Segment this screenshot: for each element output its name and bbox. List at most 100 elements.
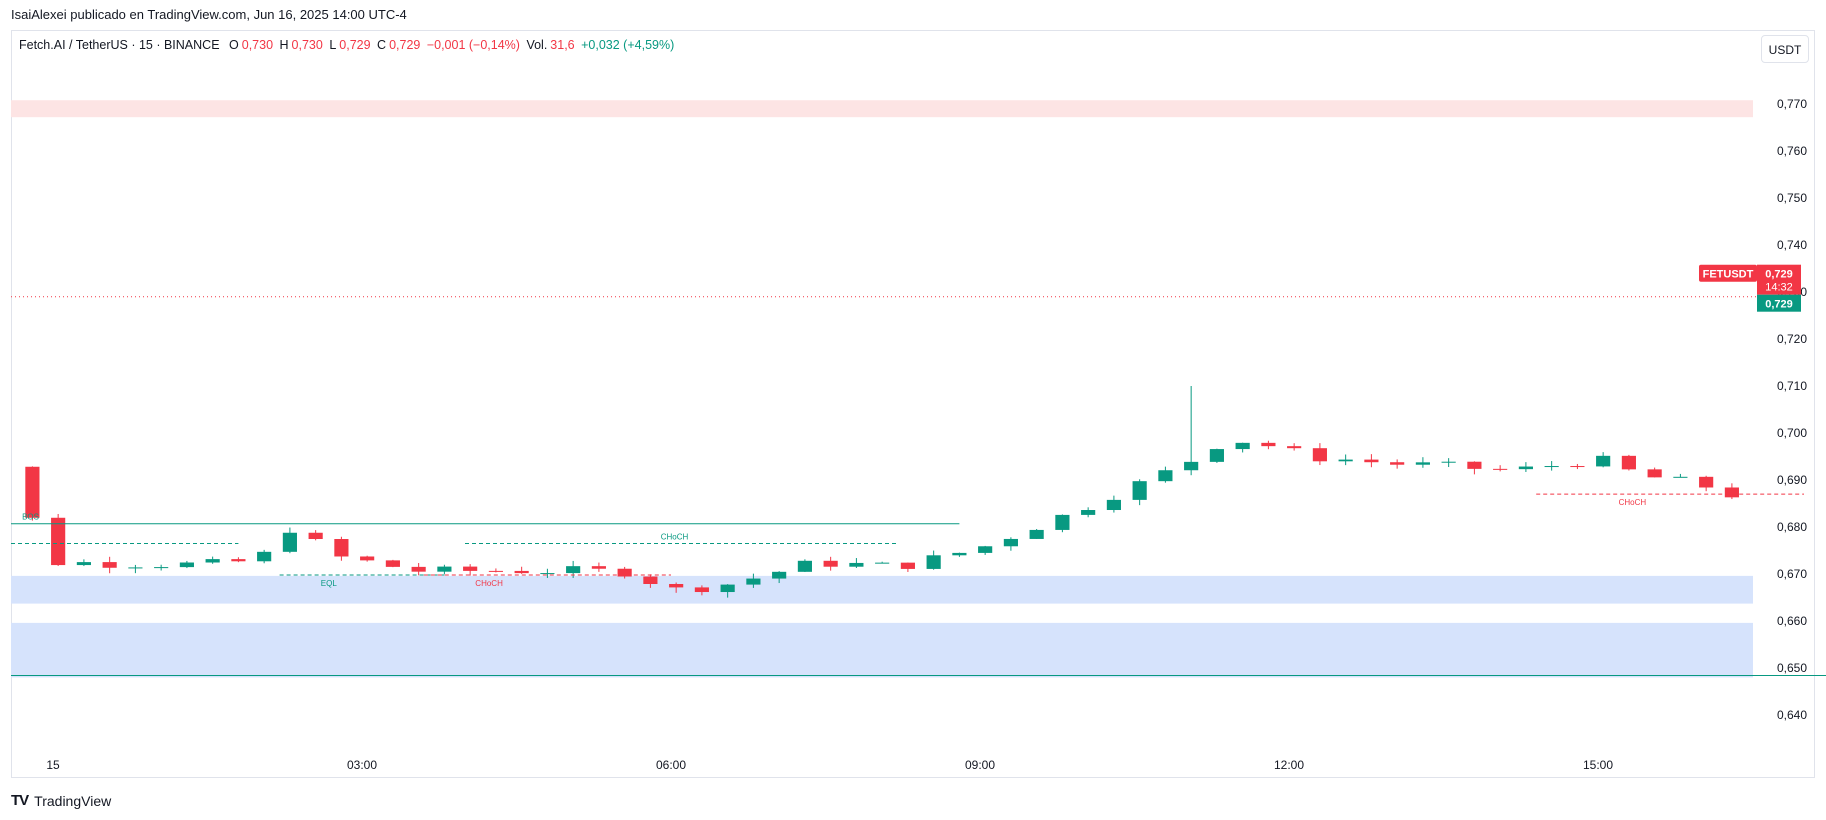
candle-body xyxy=(411,566,426,572)
candle-body xyxy=(797,560,812,572)
structure-label: CHoCH xyxy=(1619,498,1647,507)
y-tick-label: 0,760 xyxy=(1777,144,1807,158)
symbol-name[interactable]: Fetch.AI / TetherUS · 15 · BINANCE xyxy=(19,38,220,52)
candle-body xyxy=(540,573,555,575)
candle-body xyxy=(720,584,735,593)
candle-body xyxy=(617,568,632,577)
candle-body xyxy=(385,560,400,567)
candle-body xyxy=(694,587,709,593)
candle-body xyxy=(1003,538,1018,547)
candle-body xyxy=(360,556,375,561)
candle-body xyxy=(231,559,246,562)
candle-body xyxy=(1596,455,1611,467)
candle-body xyxy=(1081,510,1096,515)
candle-body xyxy=(205,559,220,563)
candle-body xyxy=(900,562,915,569)
demand-zone xyxy=(11,575,1753,604)
candle-body xyxy=(1699,476,1714,488)
candle-body xyxy=(128,567,143,569)
tradingview-brand: TradingView xyxy=(34,792,112,809)
structure-label: CHoCH xyxy=(475,579,503,588)
high-label: H xyxy=(279,38,289,52)
candle-body xyxy=(1415,462,1430,465)
candle-body xyxy=(1493,468,1508,470)
y-tick-label: 0,720 xyxy=(1777,332,1807,346)
x-tick-label: 06:00 xyxy=(656,758,686,772)
structure-label: BOS xyxy=(22,513,39,522)
candle-body xyxy=(334,539,349,557)
x-tick-label: 15:00 xyxy=(1583,758,1613,772)
y-tick-label: 0,640 xyxy=(1777,708,1807,722)
candle-body xyxy=(1724,487,1739,498)
candle-body xyxy=(643,576,658,584)
close-value: 0,729 xyxy=(389,38,421,52)
candle-body xyxy=(1235,442,1250,450)
candle-body xyxy=(1441,461,1456,463)
candle-body xyxy=(1312,448,1327,462)
high-value: 0,730 xyxy=(291,38,323,52)
candle-body xyxy=(488,570,503,572)
currency-button[interactable]: USDT xyxy=(1761,35,1809,63)
candle-body xyxy=(1287,446,1302,449)
candle-body xyxy=(1621,455,1636,470)
candle-body xyxy=(25,466,40,518)
candle-body xyxy=(1647,469,1662,478)
candle-body xyxy=(437,566,452,572)
demand-zone xyxy=(11,622,1753,678)
candle-body xyxy=(746,578,761,585)
candle-body xyxy=(1106,499,1121,511)
price-label: 0,729 xyxy=(1765,269,1793,281)
candle-body xyxy=(1673,476,1688,478)
close-label: C xyxy=(377,38,387,52)
candle-body xyxy=(926,555,941,569)
y-tick-label: 0,660 xyxy=(1777,614,1807,628)
volume-value: 31,6 xyxy=(550,38,575,52)
y-tick-label: 0,650 xyxy=(1777,661,1807,675)
y-tick-label: 0,770 xyxy=(1777,97,1807,111)
candle-body xyxy=(823,560,838,567)
candle-body xyxy=(1338,459,1353,462)
open-value: 0,730 xyxy=(241,38,274,52)
structure-label: EQL xyxy=(321,579,338,588)
y-tick-label: 0,690 xyxy=(1777,473,1807,487)
candle-body xyxy=(1544,466,1559,468)
candle-body xyxy=(179,562,194,568)
structure-label: CHoCH xyxy=(661,532,689,541)
x-tick-label: 12:00 xyxy=(1274,758,1304,772)
x-tick-label: 03:00 xyxy=(347,758,377,772)
candle-body xyxy=(51,517,66,566)
last-price-label: 0,729 xyxy=(1765,299,1793,311)
y-tick-label: 0,670 xyxy=(1777,567,1807,581)
price-countdown-box xyxy=(1757,264,1801,295)
candle-body xyxy=(1132,481,1147,500)
candle-body xyxy=(1390,462,1405,465)
candle-body xyxy=(76,562,91,566)
y-tick-label: 0,680 xyxy=(1777,520,1807,534)
tradingview-footer[interactable]: TV TradingView xyxy=(11,792,111,809)
candle-body xyxy=(875,562,890,564)
candle-body xyxy=(1261,442,1276,447)
candle-body xyxy=(1518,466,1533,470)
symbol-price-tag xyxy=(1699,264,1757,282)
open-label: O xyxy=(229,38,239,52)
symbol-price-tag-text: FETUSDT xyxy=(1703,269,1754,281)
published-line: IsaiAlexei publicado en TradingView.com,… xyxy=(11,7,407,22)
candle-body xyxy=(952,552,967,556)
volume-label: Vol. xyxy=(526,38,548,52)
countdown-label: 14:32 xyxy=(1765,282,1793,294)
candle-body xyxy=(1184,461,1199,471)
candle-body xyxy=(102,562,117,568)
candle-body xyxy=(669,583,684,588)
candle-body xyxy=(514,570,529,574)
candle-body xyxy=(1029,529,1044,539)
candle-body xyxy=(257,551,272,562)
candle-body xyxy=(591,566,606,569)
candle-body xyxy=(978,546,993,553)
y-tick-label: 0,740 xyxy=(1777,238,1807,252)
supply-zone xyxy=(11,100,1753,118)
volume-change: +0,032 (+4,59%) xyxy=(581,38,675,52)
candle-body xyxy=(154,567,169,569)
candle-body xyxy=(566,566,581,574)
x-tick-label: 09:00 xyxy=(965,758,995,772)
